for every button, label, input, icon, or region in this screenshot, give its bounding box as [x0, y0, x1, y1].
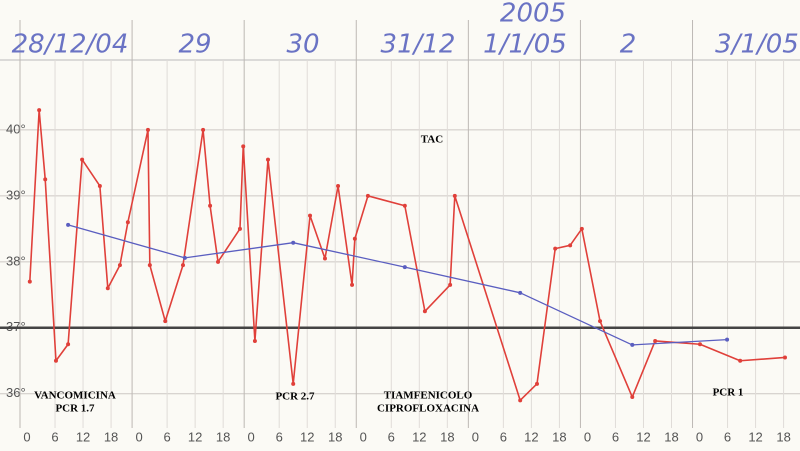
x-tick-label: 12	[636, 429, 650, 444]
day-label: 3/1/05	[715, 30, 799, 60]
point	[653, 338, 658, 343]
point	[308, 213, 313, 218]
day-label: 29	[178, 30, 211, 60]
x-tick-label: 6	[51, 429, 58, 444]
x-tick-label: 0	[248, 429, 255, 444]
point	[180, 263, 185, 268]
x-tick-label: 12	[300, 429, 314, 444]
point	[738, 358, 743, 363]
point	[402, 203, 407, 208]
point	[208, 203, 213, 208]
point	[630, 395, 635, 400]
day-label: 31/12	[381, 30, 456, 60]
x-tick-label: 18	[664, 429, 678, 444]
point	[163, 319, 168, 324]
point	[598, 319, 603, 324]
point	[553, 246, 558, 251]
point	[322, 256, 327, 261]
annotation: TIAMFENICOLO	[384, 390, 473, 402]
point	[97, 183, 102, 188]
annotation: PCR 2.7	[275, 391, 315, 403]
point	[350, 282, 355, 287]
y-tick-label: 36°	[6, 385, 26, 400]
x-tick-label: 12	[748, 429, 762, 444]
day-label: 30	[286, 30, 319, 60]
point	[105, 286, 110, 291]
x-tick-label: 0	[696, 429, 703, 444]
point	[697, 342, 702, 347]
annotation: PCR 1.7	[55, 403, 95, 415]
point	[265, 157, 270, 162]
point	[534, 381, 539, 386]
y-tick-label: 39°	[6, 187, 26, 202]
point	[422, 309, 427, 314]
day-label: 28/12/04	[12, 30, 129, 60]
x-tick-label: 0	[472, 429, 479, 444]
x-tick-label: 12	[524, 429, 538, 444]
point	[630, 342, 635, 347]
x-tick-label: 6	[500, 429, 507, 444]
point	[66, 342, 71, 347]
point	[518, 290, 523, 295]
y-tick-label: 40°	[6, 121, 26, 136]
day-label: 2	[620, 30, 637, 60]
x-tick-label: 18	[440, 429, 454, 444]
year-label: 2005	[500, 0, 566, 29]
point	[365, 193, 370, 198]
x-tick-label: 0	[135, 429, 142, 444]
x-tick-label: 18	[552, 429, 566, 444]
annotation: PCR 1	[713, 387, 744, 399]
annotation: CIPROFLOXACINA	[377, 403, 479, 415]
point	[452, 193, 457, 198]
point	[518, 398, 523, 403]
point	[237, 226, 242, 231]
point	[241, 144, 246, 149]
point	[66, 222, 71, 227]
point	[117, 263, 122, 268]
point	[182, 255, 187, 260]
x-tick-label: 0	[360, 429, 367, 444]
annotation: VANCOMICINA	[34, 390, 116, 402]
point	[27, 279, 32, 284]
x-tick-label: 6	[276, 429, 283, 444]
point	[201, 127, 206, 132]
point	[568, 243, 573, 248]
point	[37, 108, 42, 113]
point	[216, 259, 221, 264]
x-tick-label: 6	[724, 429, 731, 444]
point	[782, 355, 787, 360]
annotation: TAC	[421, 134, 443, 146]
x-tick-label: 6	[163, 429, 170, 444]
point	[352, 236, 357, 241]
point	[291, 381, 296, 386]
point	[147, 263, 152, 268]
x-tick-label: 12	[412, 429, 426, 444]
x-tick-label: 18	[328, 429, 342, 444]
x-tick-label: 6	[388, 429, 395, 444]
x-tick-label: 18	[776, 429, 790, 444]
x-tick-label: 6	[612, 429, 619, 444]
x-tick-label: 0	[584, 429, 591, 444]
point	[145, 127, 150, 132]
point	[579, 226, 584, 231]
x-tick-label: 0	[23, 429, 30, 444]
x-tick-label: 18	[104, 429, 118, 444]
y-tick-label: 38°	[6, 253, 26, 268]
point	[43, 177, 48, 182]
point	[80, 157, 85, 162]
x-tick-label: 12	[188, 429, 202, 444]
x-tick-label: 12	[76, 429, 90, 444]
point	[125, 220, 130, 225]
point	[336, 183, 341, 188]
x-tick-label: 18	[216, 429, 230, 444]
point	[252, 338, 257, 343]
point	[402, 265, 407, 270]
point	[725, 337, 730, 342]
point	[291, 240, 296, 245]
point	[53, 358, 58, 363]
day-label: 1/1/05	[483, 30, 567, 60]
point	[448, 282, 453, 287]
